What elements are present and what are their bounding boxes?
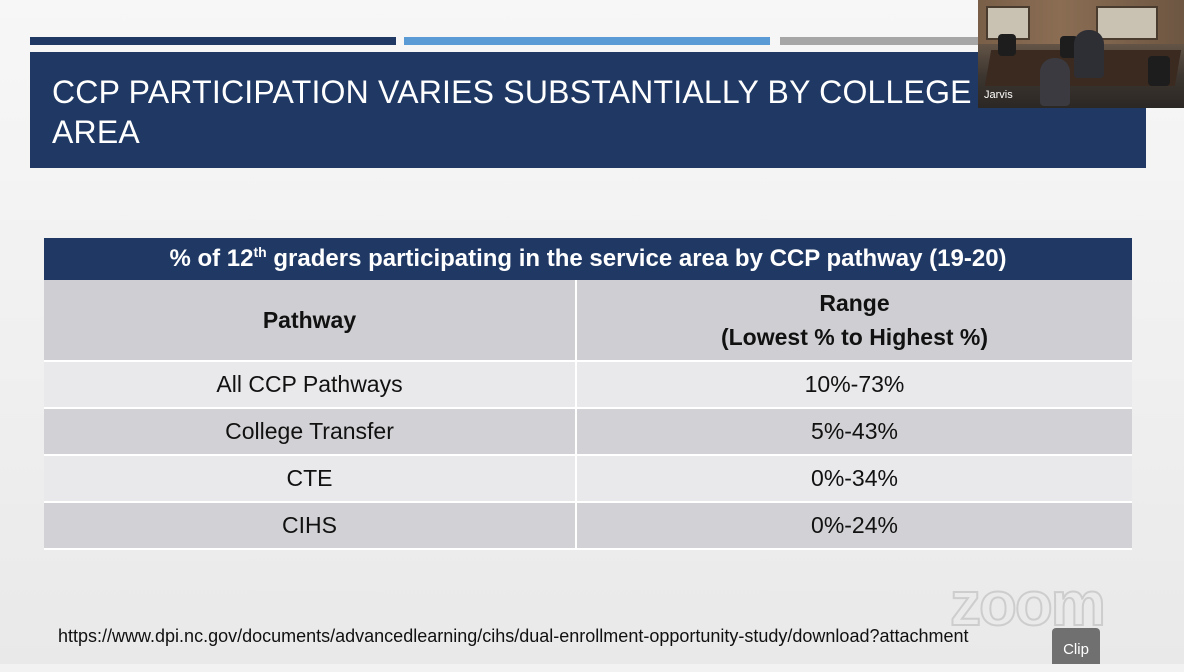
zoom-watermark: zoom (949, 570, 1107, 639)
pathway-participation-table: % of 12th graders participating in the s… (44, 238, 1132, 550)
caption-text-end: graders participating in the service are… (266, 245, 1007, 272)
participant-name-label: Jarvis (984, 89, 1013, 101)
table-row: CTE 0%-34% (44, 455, 1132, 503)
video-chair (998, 34, 1016, 56)
title-band: CCP PARTICIPATION VARIES SUBSTANTIALLY B… (30, 52, 1146, 168)
caption-text-start: % of 12 (169, 245, 254, 272)
pathway-cell: CIHS (44, 502, 577, 550)
source-url: https://www.dpi.nc.gov/documents/advance… (58, 626, 969, 646)
table-caption: % of 12th graders participating in the s… (44, 238, 1132, 280)
pathway-cell: College Transfer (44, 408, 577, 456)
video-window-right (1096, 6, 1158, 40)
header-pathway: Pathway (44, 280, 577, 362)
range-cell: 0%-34% (576, 455, 1132, 503)
header-range-line1: Range (819, 290, 890, 316)
pathway-cell: All CCP Pathways (44, 361, 577, 409)
pathway-cell: CTE (44, 455, 577, 503)
accent-bar-light-blue (404, 37, 770, 45)
video-chair (1060, 36, 1078, 58)
range-cell: 10%-73% (576, 361, 1132, 409)
video-chair (1148, 56, 1170, 86)
header-range-line2: (Lowest % to Highest %) (720, 324, 989, 350)
table-header-row: Pathway Range (Lowest % to Highest %) (44, 280, 1132, 362)
table-row: College Transfer 5%-43% (44, 408, 1132, 456)
video-person (1074, 30, 1104, 78)
accent-bar-dark-blue (30, 37, 396, 45)
range-cell: 5%-43% (576, 408, 1132, 456)
video-person (1040, 58, 1070, 106)
participant-video-thumbnail[interactable]: Jarvis (978, 0, 1184, 108)
table-row: All CCP Pathways 10%-73% (44, 361, 1132, 409)
accent-bar-gray (780, 37, 1146, 45)
caption-superscript: th (253, 244, 267, 260)
clip-button[interactable]: Clip (1052, 628, 1100, 664)
table-row: CIHS 0%-24% (44, 502, 1132, 550)
range-cell: 0%-24% (576, 502, 1132, 550)
header-range: Range (Lowest % to Highest %) (576, 280, 1132, 362)
video-window-left (986, 6, 1030, 40)
slide-title: CCP PARTICIPATION VARIES SUBSTANTIALLY B… (52, 74, 1123, 150)
